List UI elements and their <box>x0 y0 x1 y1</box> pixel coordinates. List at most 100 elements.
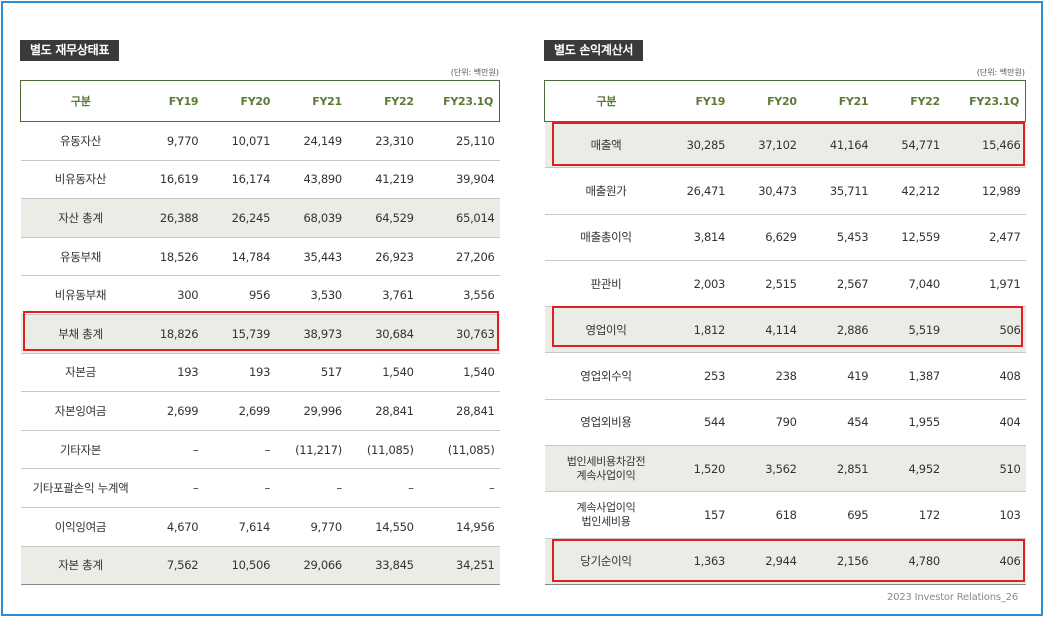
value-cell: 41,219 <box>355 160 428 200</box>
table-row: 자본 총계 7,562 10,506 29,066 33,845 34,251 <box>20 546 500 586</box>
column-header-category: 구분 <box>20 80 141 122</box>
value-cell: 10,506 <box>212 546 285 586</box>
value-cell: 26,471 <box>667 167 740 215</box>
value-cell: 193 <box>140 353 213 393</box>
value-cell: – <box>140 430 213 470</box>
value-cell: 29,066 <box>284 546 356 586</box>
table-row: 비유동부채 300 956 3,530 3,761 3,556 <box>20 275 500 315</box>
value-cell: 30,684 <box>355 314 428 354</box>
table-row: 유동자산 9,770 10,071 24,149 23,310 25,110 <box>20 121 500 161</box>
value-cell: 35,711 <box>810 167 883 215</box>
value-cell: 4,670 <box>140 507 213 547</box>
value-cell: 1,540 <box>355 353 428 393</box>
row-label: 영업이익 <box>544 306 668 354</box>
value-cell: – <box>212 430 285 470</box>
balance-sheet-unit-note: (단위: 백만원) <box>450 68 499 77</box>
value-cell: 3,814 <box>667 214 740 261</box>
row-label: 이익잉여금 <box>20 507 141 547</box>
value-cell: 2,851 <box>810 445 883 493</box>
value-cell: (11,217) <box>284 430 356 470</box>
value-cell: 10,071 <box>212 121 285 161</box>
value-cell: – <box>284 468 356 508</box>
value-cell: 1,971 <box>953 260 1026 308</box>
value-cell: 419 <box>810 352 883 400</box>
table-row: 기타포괄손익 누계액 – – – – – <box>20 468 500 508</box>
row-label: 매출총이익 <box>544 214 668 261</box>
value-cell: 300 <box>140 275 213 315</box>
value-cell: 2,515 <box>739 260 811 308</box>
table-row: 계속사업이익 법인세비용 157 618 695 172 103 <box>544 491 1026 539</box>
row-label: 매출액 <box>544 121 668 169</box>
value-cell: 12,989 <box>953 167 1026 215</box>
row-label: 영업외수익 <box>544 352 668 400</box>
value-cell: 30,285 <box>667 121 740 169</box>
table-row: 판관비 2,003 2,515 2,567 7,040 1,971 <box>544 260 1026 308</box>
value-cell: 956 <box>212 275 285 315</box>
value-cell: 25,110 <box>427 121 500 161</box>
value-cell: 510 <box>953 445 1026 493</box>
value-cell: 27,206 <box>427 237 500 277</box>
balance-sheet-title: 별도 재무상태표 <box>20 40 120 61</box>
row-label: 기타자본 <box>20 430 141 470</box>
value-cell: 253 <box>667 352 740 400</box>
column-header-fy19: FY19 <box>667 80 740 122</box>
value-cell: 28,841 <box>427 391 500 431</box>
value-cell: 64,529 <box>355 198 428 238</box>
value-cell: 68,039 <box>284 198 356 238</box>
row-label: 법인세비용차감전 계속사업이익 <box>544 445 668 493</box>
value-cell: 4,114 <box>739 306 811 354</box>
value-cell: 30,473 <box>739 167 811 215</box>
value-cell: 2,699 <box>140 391 213 431</box>
column-header-fy21: FY21 <box>284 80 356 122</box>
footer-page-label: 2023 Investor Relations_26 <box>887 592 1018 603</box>
table-header-row: 구분 FY19 FY20 FY21 FY22 FY23.1Q <box>20 80 500 122</box>
table-row: 자본잉여금 2,699 2,699 29,996 28,841 28,841 <box>20 391 500 431</box>
income-statement-table: 구분 FY19 FY20 FY21 FY22 FY23.1Q 매출액 30,285 37,10… <box>544 80 1026 585</box>
table-row: 매출총이익 3,814 6,629 5,453 12,559 2,477 <box>544 214 1026 261</box>
value-cell: 41,164 <box>810 121 883 169</box>
value-cell: 28,841 <box>355 391 428 431</box>
column-header-fy21: FY21 <box>810 80 883 122</box>
value-cell: 506 <box>953 306 1026 354</box>
value-cell: 26,923 <box>355 237 428 277</box>
value-cell: 517 <box>284 353 356 393</box>
column-header-fy22: FY22 <box>355 80 428 122</box>
value-cell: 16,174 <box>212 160 285 200</box>
value-cell: 16,619 <box>140 160 213 200</box>
column-header-fy19: FY19 <box>140 80 213 122</box>
value-cell: 193 <box>212 353 285 393</box>
table-row: 유동부채 18,526 14,784 35,443 26,923 27,206 <box>20 237 500 277</box>
income-statement-panel: 별도 손익계산서 (단위: 백만원) 구분 FY19 FY20 FY21 FY22 FY2… <box>544 39 1026 585</box>
table-row: 영업외비용 544 790 454 1,955 404 <box>544 399 1026 447</box>
row-label: 자산 총계 <box>20 198 141 238</box>
value-cell: 33,845 <box>355 546 428 586</box>
value-cell: 2,699 <box>212 391 285 431</box>
row-label: 유동자산 <box>20 121 141 161</box>
value-cell: 14,956 <box>427 507 500 547</box>
row-label: 자본잉여금 <box>20 391 141 431</box>
value-cell: – <box>427 468 500 508</box>
value-cell: 15,466 <box>953 121 1026 169</box>
value-cell: 2,944 <box>739 538 811 585</box>
table-row: 매출원가 26,471 30,473 35,711 42,212 12,989 <box>544 167 1026 215</box>
value-cell: 544 <box>667 399 740 447</box>
value-cell: 2,477 <box>953 214 1026 261</box>
table-row: 부채 총계 18,826 15,739 38,973 30,684 30,763 <box>20 314 500 354</box>
table-header-row: 구분 FY19 FY20 FY21 FY22 FY23.1Q <box>544 80 1026 122</box>
table-row: 기타자본 – – (11,217) (11,085) (11,085) <box>20 430 500 470</box>
balance-sheet-table: 구분 FY19 FY20 FY21 FY22 FY23.1Q 유동자산 9,770 10,07… <box>20 80 500 586</box>
row-label: 기타포괄손익 누계액 <box>20 468 141 508</box>
value-cell: 29,996 <box>284 391 356 431</box>
row-label: 유동부채 <box>20 237 141 277</box>
value-cell: 2,886 <box>810 306 883 354</box>
row-label: 계속사업이익 법인세비용 <box>544 491 668 539</box>
value-cell: 1,387 <box>882 352 954 400</box>
value-cell: 406 <box>953 538 1026 585</box>
value-cell: 42,212 <box>882 167 954 215</box>
value-cell: 404 <box>953 399 1026 447</box>
table-row: 자산 총계 26,388 26,245 68,039 64,529 65,014 <box>20 198 500 238</box>
value-cell: 2,003 <box>667 260 740 308</box>
value-cell: 12,559 <box>882 214 954 261</box>
value-cell: 1,363 <box>667 538 740 585</box>
